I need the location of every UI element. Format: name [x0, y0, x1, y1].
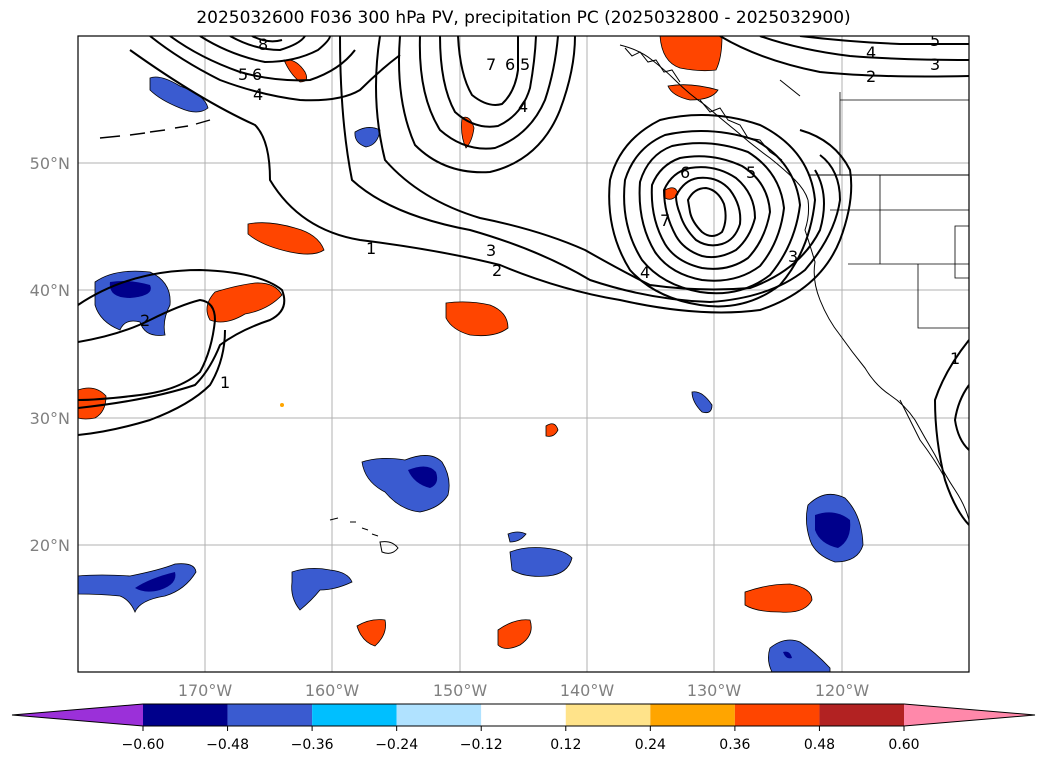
contour-label: 5: [746, 163, 756, 182]
colorbar-bin: [143, 704, 228, 726]
colorbar-extend-high: [904, 704, 1035, 726]
colorbar-tick-label: −0.24: [375, 737, 418, 753]
map-frame: [77, 35, 970, 673]
map-area: 8 5 6 4 7 6 5 4 5 4 3 2 1 3 2 6 5 7 4 3 …: [78, 31, 969, 672]
contour-label: 3: [930, 55, 940, 74]
contour-label: 8: [258, 35, 268, 54]
colorbar-tick-label: −0.12: [460, 737, 503, 753]
contour-label: 4: [253, 85, 263, 104]
contour-label: 1: [366, 239, 376, 258]
contour-label: 1: [950, 349, 960, 368]
colorbar-tick-label: −0.48: [206, 737, 249, 753]
colorbar-bin: [312, 704, 397, 726]
contour-label: 4: [866, 43, 876, 62]
contour-label: 6: [252, 65, 262, 84]
latitude-labels: 50°N 40°N 30°N 20°N: [30, 154, 70, 555]
colorbar-tick-label: 0.24: [635, 737, 666, 753]
longitude-labels: 170°W 160°W 150°W 140°W 130°W 120°W: [178, 681, 870, 700]
contour-label: 6: [505, 55, 515, 74]
lon-label: 140°W: [560, 681, 615, 700]
lat-label: 40°N: [30, 281, 70, 300]
lon-label: 170°W: [178, 681, 233, 700]
colorbar-extend-low: [12, 704, 143, 726]
contour-label: 2: [866, 67, 876, 86]
lon-label: 130°W: [687, 681, 742, 700]
colorbar-tick-label: 0.36: [719, 737, 750, 753]
contour-label: 3: [788, 247, 798, 266]
lat-label: 20°N: [30, 536, 70, 555]
contour-labels: 8 5 6 4 7 6 5 4 5 4 3 2 1 3 2 6 5 7 4 3 …: [140, 31, 960, 392]
contour-label: 5: [238, 65, 248, 84]
colorbar-tick-label: 0.48: [804, 737, 835, 753]
colorbar-bin: [819, 704, 904, 726]
contour-label: 1: [220, 373, 230, 392]
colorbar-bin: [650, 704, 735, 726]
lat-label: 50°N: [30, 154, 70, 173]
positive-precip-areas: [78, 36, 813, 649]
contour-label: 2: [140, 311, 150, 330]
colorbar-bin: [227, 704, 313, 726]
colorbar-tick-label: 0.12: [550, 737, 581, 753]
colorbar-bin: [396, 704, 482, 726]
contour-label: 3: [486, 241, 496, 260]
map-title: 2025032600 F036 300 hPa PV, precipitatio…: [196, 8, 851, 28]
lon-label: 160°W: [305, 681, 360, 700]
contour-label: 5: [930, 31, 940, 50]
lat-label: 30°N: [30, 409, 70, 428]
colorbar: −0.60 −0.48 −0.36 −0.24 −0.12 0.12 0.24 0.36 0.4…: [11, 703, 1036, 753]
contour-label: 4: [640, 263, 650, 282]
contour-label: 4: [518, 97, 528, 116]
lon-label: 150°W: [433, 681, 488, 700]
colorbar-tick-label: −0.36: [291, 737, 334, 753]
colorbar-bin: [481, 704, 566, 726]
colorbar-tick-label: 0.60: [888, 737, 919, 753]
contour-label: 7: [486, 55, 496, 74]
contour-label: 6: [680, 163, 690, 182]
colorbar-bin: [734, 704, 820, 726]
colorbar-tick-label: −0.60: [122, 737, 165, 753]
pv-contours: [78, 36, 969, 526]
contour-label: 2: [492, 261, 502, 280]
contour-label: 5: [520, 55, 530, 74]
contour-label: 7: [660, 211, 670, 230]
negative-precip-areas: [78, 76, 864, 672]
lon-label: 120°W: [815, 681, 870, 700]
colorbar-bin: [565, 704, 651, 726]
